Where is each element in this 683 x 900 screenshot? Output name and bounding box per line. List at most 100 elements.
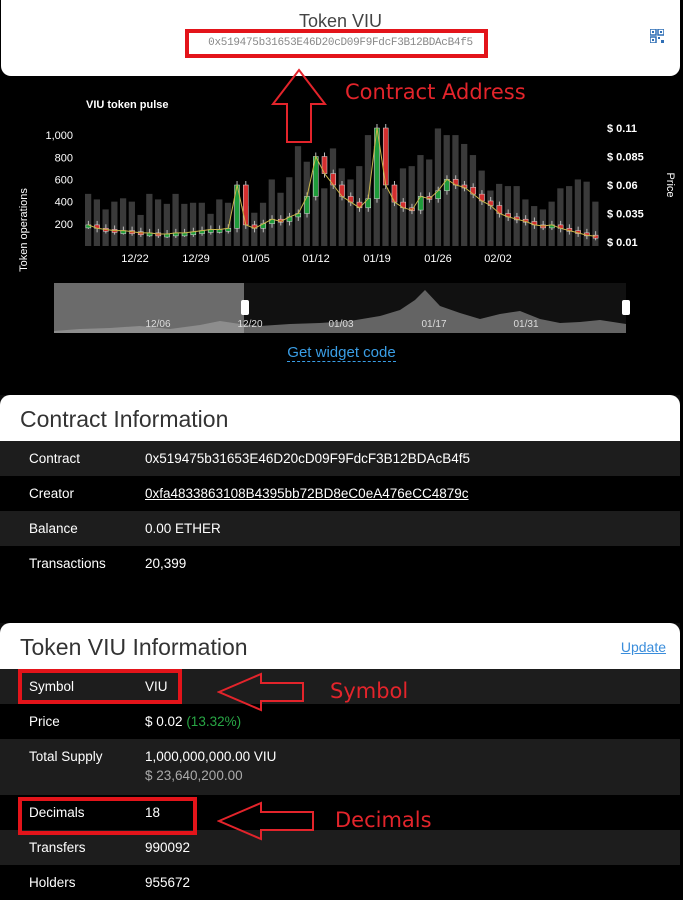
- ops-bar: [111, 201, 118, 246]
- y-right-tick: $ 0.06: [607, 180, 638, 192]
- y-left-tick: 200: [55, 219, 73, 231]
- y-right-tick: $ 0.085: [607, 152, 644, 164]
- supply-value: 1,000,000,000.00 VIU: [145, 749, 277, 764]
- decimals-highlight-box: [18, 797, 197, 835]
- decimals-value: 18: [145, 805, 161, 820]
- x-tick: 01/19: [363, 253, 391, 265]
- table-row: Contract 0x519475b31653E46D20cD09F9FdcF3B…: [0, 441, 680, 476]
- navigator-series: [54, 290, 626, 333]
- row-key: Decimals: [29, 805, 85, 820]
- table-row: Creator 0xfa4833863108B4395bb72BD8eC0eA47…: [0, 476, 680, 511]
- creator-link[interactable]: 0xfa4833863108B4395bb72BD8eC0eA476eCC487…: [145, 486, 469, 501]
- navigator-tick: 01/31: [513, 319, 538, 330]
- row-key: Transactions: [29, 556, 106, 571]
- table-row: Balance 0.00 ETHER: [0, 511, 680, 546]
- ops-bar: [172, 193, 179, 246]
- contract-address-annotation: Contract Address: [345, 80, 526, 104]
- ops-bar: [189, 202, 197, 246]
- token-pulse-chart: Token operations Price 1,000 800 600 400 200…: [18, 123, 676, 333]
- symbol-annotation: Symbol: [330, 679, 409, 703]
- ops-bar: [154, 199, 162, 246]
- qr-code-icon[interactable]: [650, 29, 664, 43]
- contract-address[interactable]: 0x519475b31653E46D20cD09F9FdcF3B12BDAcB4…: [208, 37, 473, 49]
- left-arrow-annotation: [217, 672, 304, 712]
- x-tick: 01/26: [424, 253, 452, 265]
- symbol-highlight-box: [18, 669, 182, 704]
- contract-info-title: Contract Information: [20, 406, 229, 432]
- x-tick: 01/05: [242, 253, 270, 265]
- y-left-tick: 600: [55, 174, 73, 186]
- ops-bar: [286, 177, 293, 246]
- ops-bar: [364, 135, 372, 246]
- y-left-tick: 800: [55, 152, 73, 164]
- ops-bar: [592, 201, 599, 246]
- table-row: Holders 955672: [0, 865, 680, 900]
- y-left-tick: 400: [55, 197, 73, 209]
- x-tick: 12/29: [182, 253, 210, 265]
- ops-bar: [329, 148, 337, 246]
- table-row: Transactions 20,399: [0, 546, 680, 581]
- y-right-tick: $ 0.11: [607, 123, 637, 135]
- table-row: Transfers 990092: [0, 830, 680, 865]
- x-tick: 12/22: [121, 253, 149, 265]
- address-highlight-box: [185, 29, 488, 58]
- token-info-title: Token VIU Information: [20, 634, 248, 660]
- navigator-left-handle[interactable]: [241, 300, 249, 315]
- ops-bar: [347, 179, 354, 246]
- ops-bar: [452, 135, 459, 246]
- y-left-axis-label: Token operations: [18, 188, 30, 272]
- ops-bar: [216, 199, 223, 246]
- ops-bar: [557, 188, 564, 246]
- balance-value: 0.00 ETHER: [145, 521, 221, 536]
- ops-bar: [426, 159, 433, 246]
- update-link[interactable]: Update: [620, 639, 666, 655]
- row-key: Creator: [29, 486, 75, 501]
- y-right-axis-label: Price: [664, 172, 676, 197]
- ops-bar: [181, 203, 188, 246]
- holders-value: 955672: [145, 875, 191, 890]
- ops-bar: [583, 181, 590, 246]
- navigator-tick: 12/20: [237, 319, 262, 330]
- ops-bar: [487, 190, 494, 246]
- decimals-annotation: Decimals: [335, 808, 432, 832]
- ops-bar: [198, 202, 205, 246]
- ops-bar: [382, 188, 389, 246]
- contract-value: 0x519475b31653E46D20cD09F9FdcF3B12BDAcB4…: [145, 451, 470, 466]
- row-key: Total Supply: [29, 749, 103, 764]
- row-key: Contract: [29, 451, 81, 466]
- ops-bar: [469, 155, 477, 246]
- table-row: Total Supply 1,000,000,000.00 VIU $ 23,640…: [0, 739, 680, 795]
- ops-bar: [146, 193, 153, 246]
- navigator-tick: 01/03: [328, 319, 353, 330]
- supply-usd: $ 23,640,200.00: [145, 768, 243, 783]
- price-change: (13.32%): [186, 714, 242, 729]
- price-value: $ 0.02: [145, 714, 183, 729]
- x-tick: 01/12: [302, 253, 330, 265]
- x-tick: 02/02: [484, 253, 512, 265]
- ops-bar: [461, 143, 468, 246]
- chart-title: VIU token pulse: [86, 99, 169, 111]
- ops-bar: [128, 201, 135, 246]
- navigator-tick: 12/06: [145, 319, 170, 330]
- table-row: Price $ 0.02 (13.32%): [0, 704, 680, 739]
- y-left-tick: 1,000: [45, 130, 73, 142]
- ops-bar: [566, 186, 573, 246]
- ops-bar: [478, 170, 485, 246]
- navigator-tick: 01/17: [421, 319, 446, 330]
- ops-bar: [85, 193, 92, 246]
- transactions-value: 20,399: [145, 556, 187, 571]
- contract-info-panel: Contract Information Contract 0x519475b31…: [0, 395, 680, 581]
- y-right-tick: $ 0.01: [607, 237, 638, 249]
- ops-bar: [312, 172, 319, 246]
- get-widget-code-link[interactable]: Get widget code: [287, 344, 396, 362]
- token-header-card: Token VIU 0x519475b31653E46D20cD09F9FdcF…: [1, 0, 680, 76]
- y-right-tick: $ 0.035: [607, 209, 644, 221]
- ops-bar: [338, 168, 345, 246]
- navigator-right-handle[interactable]: [622, 300, 630, 315]
- ops-bar: [294, 146, 302, 246]
- ops-bar: [321, 188, 328, 246]
- row-key: Balance: [29, 521, 78, 536]
- up-arrow-annotation: [271, 68, 327, 143]
- ops-bar: [391, 192, 398, 246]
- row-key: Price: [29, 714, 60, 729]
